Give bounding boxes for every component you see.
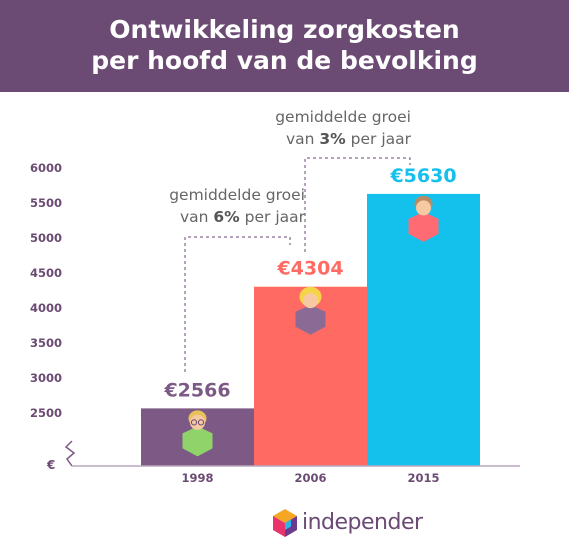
person-icon bbox=[408, 195, 439, 242]
growth-connector-2 bbox=[304, 157, 411, 252]
person-face bbox=[416, 200, 431, 216]
y-tick-label: 5000 bbox=[30, 231, 62, 245]
y-tick-label: 6000 bbox=[30, 161, 62, 175]
person-icon bbox=[295, 286, 326, 335]
annotation-rate: 3% bbox=[319, 130, 346, 148]
bar-value-label: €2566 bbox=[163, 379, 230, 401]
glasses-icon bbox=[197, 419, 205, 426]
y-axis: 2500 3000 3500 4000 4500 5000 5500 6000 € bbox=[30, 161, 76, 472]
y-tick-label: 4000 bbox=[30, 301, 62, 315]
brand-name: independer bbox=[302, 510, 423, 535]
bar-value-label: €5630 bbox=[389, 165, 456, 187]
annotation-rate: 6% bbox=[213, 208, 240, 226]
y-tick-label: 4500 bbox=[30, 266, 62, 280]
person-icon bbox=[182, 410, 213, 457]
bars: €2566 €4304 €5630 bbox=[141, 165, 480, 466]
axis-break-icon bbox=[64, 440, 76, 467]
annotation-suffix: per jaar bbox=[346, 130, 412, 148]
growth-connector-1 bbox=[184, 236, 291, 372]
page-title: Ontwikkeling zorgkosten per hoofd van de… bbox=[0, 14, 569, 76]
header-banner bbox=[0, 0, 569, 92]
glasses-icon bbox=[190, 419, 198, 426]
annotation-line-1: gemiddelde groei bbox=[275, 108, 411, 126]
y-axis-label: € bbox=[46, 458, 55, 472]
annotation-line-2: van 3% per jaar bbox=[286, 130, 412, 148]
x-axis: 1998 2006 2015 bbox=[72, 465, 520, 485]
independer-logo-icon bbox=[273, 509, 297, 537]
y-tick-label: 3500 bbox=[30, 336, 62, 350]
title-line-2: per hoofd van de bevolking bbox=[91, 46, 478, 75]
x-tick-label: 1998 bbox=[181, 471, 213, 485]
annotation-line-2: van 6% per jaar bbox=[180, 208, 306, 226]
annotation-suffix: per jaar bbox=[240, 208, 306, 226]
y-tick-label: 2500 bbox=[30, 406, 62, 420]
annotation-prefix: van bbox=[180, 208, 213, 226]
x-tick-label: 2015 bbox=[407, 471, 439, 485]
y-tick-label: 3000 bbox=[30, 371, 62, 385]
title-line-1: Ontwikkeling zorgkosten bbox=[109, 15, 460, 44]
y-tick-label: 5500 bbox=[30, 196, 62, 210]
annotation-line-1: gemiddelde groei bbox=[169, 186, 305, 204]
person-body bbox=[295, 304, 326, 335]
x-tick-label: 2006 bbox=[294, 471, 326, 485]
person-face bbox=[190, 414, 205, 430]
person-body bbox=[182, 426, 213, 457]
person-body bbox=[408, 211, 439, 242]
person-face bbox=[303, 293, 318, 309]
bar-value-label: €4304 bbox=[276, 258, 343, 280]
growth-annotations: gemiddelde groei van 6% per jaar gemiddeld… bbox=[169, 108, 412, 372]
annotation-prefix: van bbox=[286, 130, 319, 148]
